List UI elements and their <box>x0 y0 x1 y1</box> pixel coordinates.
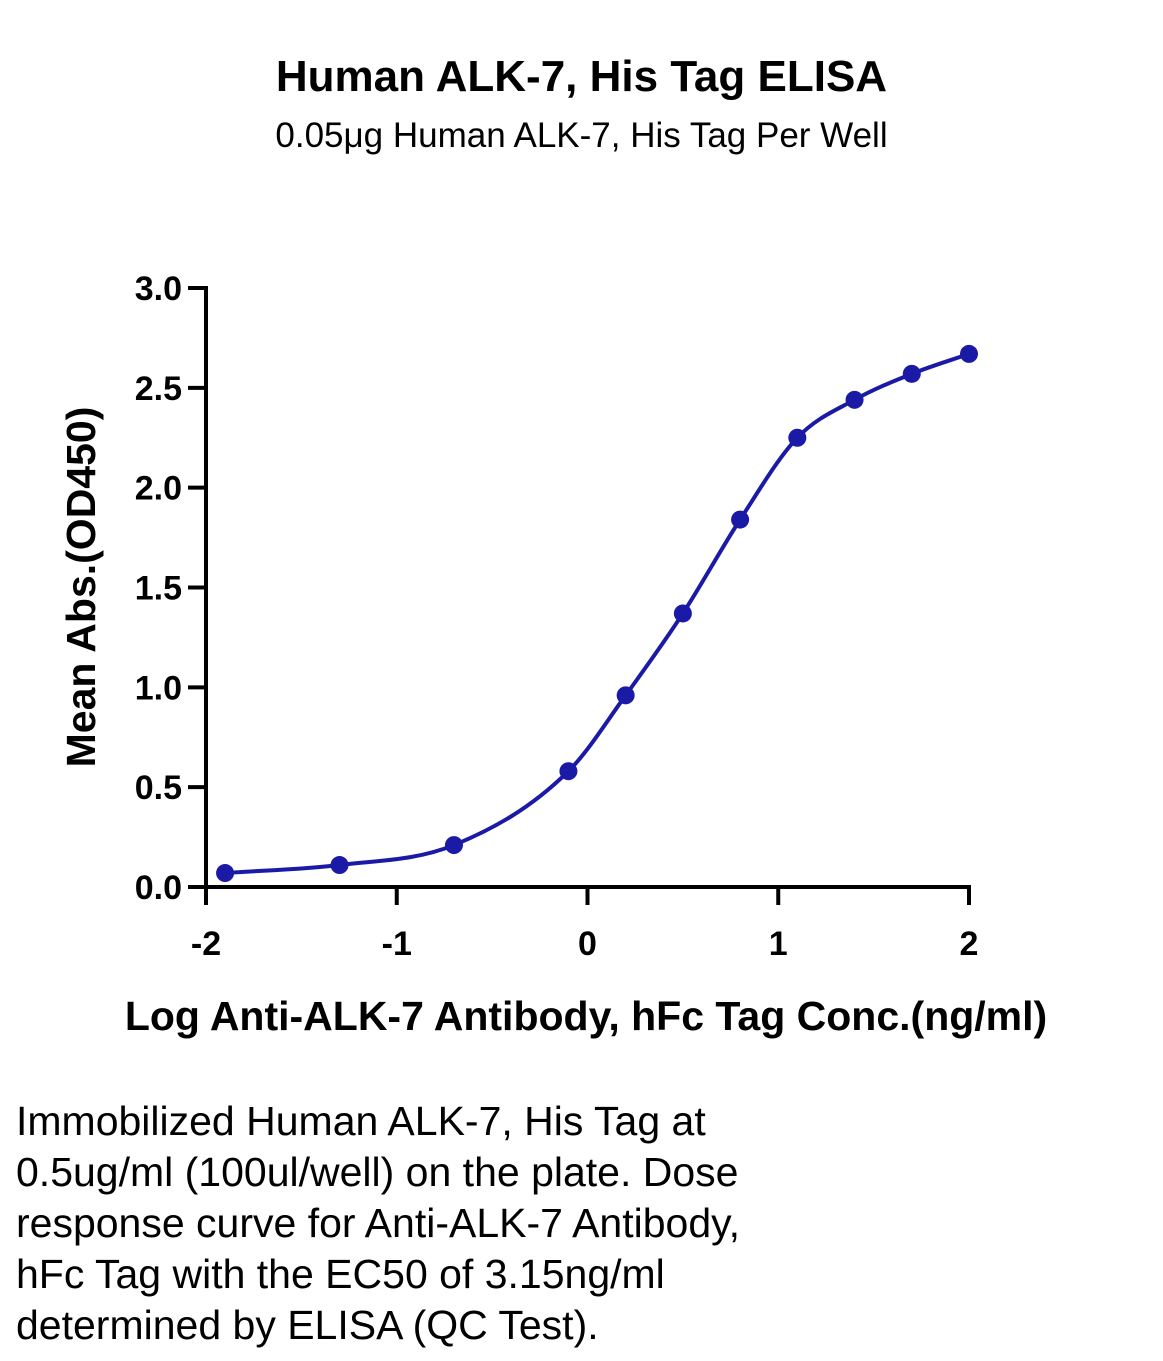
chart-subtitle: 0.05μg Human ALK-7, His Tag Per Well <box>275 116 888 155</box>
data-point <box>444 836 463 855</box>
data-point <box>960 344 978 363</box>
data-point <box>902 364 921 383</box>
x-tick-label: -1 <box>382 925 412 963</box>
x-tick-label: -2 <box>191 925 221 963</box>
x-tick-label: 1 <box>769 925 788 963</box>
caption-line: Immobilized Human ALK-7, His Tag at <box>16 1098 706 1144</box>
chart-title: Human ALK-7, His Tag ELISA <box>275 52 888 101</box>
y-tick-label: 1.0 <box>135 669 182 707</box>
y-tick-label: 2.0 <box>135 470 182 508</box>
data-point <box>216 864 235 883</box>
caption-line: hFc Tag with the EC50 of 3.15ng/ml <box>16 1251 665 1297</box>
caption-line: response curve for Anti-ALK-7 Antibody, <box>16 1200 740 1246</box>
y-tick-label: 2.5 <box>135 370 182 408</box>
data-point <box>559 762 578 781</box>
fit-curve <box>224 352 970 876</box>
data-points <box>216 344 978 883</box>
y-axis-title: Mean Abs.(OD450) <box>58 407 104 768</box>
chart-ticks: 0.0 0.5 1.0 1.5 2.0 2.5 3.0 -2 -1 0 1 2 <box>135 270 979 963</box>
x-axis-title: Log Anti-ALK-7 Antibody, hFc Tag Conc.(n… <box>125 993 1047 1039</box>
chart-axes <box>204 286 971 889</box>
caption-line: determined by ELISA (QC Test). <box>16 1302 599 1348</box>
x-tick-label: 0 <box>578 925 597 963</box>
figure-caption: Immobilized Human ALK-7, His Tag at 0.5u… <box>16 1096 1136 1351</box>
x-tick-label: 2 <box>960 925 979 963</box>
data-point <box>788 428 807 447</box>
y-tick-label: 3.0 <box>135 270 182 308</box>
data-point <box>731 510 750 529</box>
y-tick-label: 0.5 <box>135 769 182 807</box>
data-point <box>845 390 864 409</box>
y-tick-label: 1.5 <box>135 570 182 608</box>
caption-line: 0.5ug/ml (100ul/well) on the plate. Dose <box>16 1149 739 1195</box>
y-tick-label: 0.0 <box>135 869 182 907</box>
data-point <box>673 604 692 623</box>
fit-curve-group <box>224 352 970 876</box>
data-point <box>616 686 635 705</box>
data-point <box>330 856 349 875</box>
